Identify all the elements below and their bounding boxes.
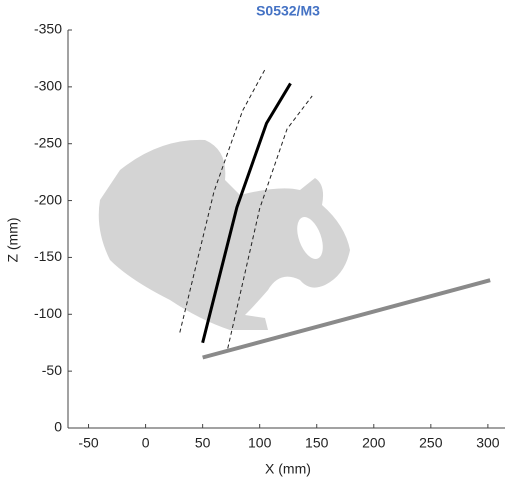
x-tick-label: 300 [476,435,500,451]
x-tick-label: 100 [248,435,272,451]
x-tick-label: 0 [142,435,150,451]
x-tick-label: 150 [305,435,329,451]
y-tick-label: -150 [34,248,62,264]
y-tick-label: 0 [54,419,62,435]
y-axis-label: Z (mm) [5,217,21,262]
x-tick-label: 50 [195,435,211,451]
x-tick-label: -50 [78,435,98,451]
y-tick-label: -50 [42,362,62,378]
line-series [202,278,491,360]
y-tick-label: -100 [34,305,62,321]
y-tick-label: -200 [34,191,62,207]
x-tick-label: 200 [362,435,386,451]
y-tick-label: -250 [34,134,62,150]
x-axis-label: X (mm) [265,461,311,477]
line-series [227,95,313,349]
pelvis-shape [98,139,350,330]
y-tick-label: -300 [34,78,62,94]
line-series [201,82,292,344]
line-series [179,68,266,333]
x-tick-label: 250 [419,435,443,451]
y-tick-label: -350 [34,21,62,37]
chart-title: S0532/M3 [256,3,320,19]
